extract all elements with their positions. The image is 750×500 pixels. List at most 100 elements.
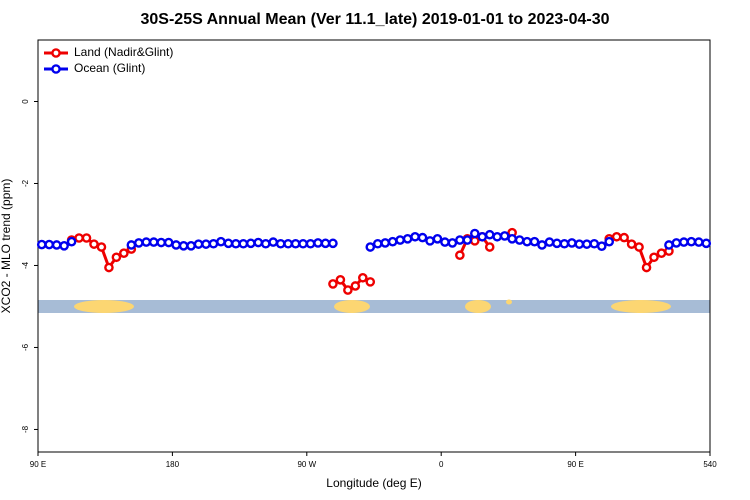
point <box>156 237 166 248</box>
point <box>380 238 391 248</box>
point <box>529 236 540 247</box>
point <box>589 238 600 249</box>
point <box>619 232 629 243</box>
point <box>81 233 92 243</box>
point <box>268 237 279 247</box>
point <box>656 248 667 258</box>
point <box>626 239 637 249</box>
point <box>649 252 659 263</box>
point <box>574 239 585 249</box>
y-tick-label: -6 <box>21 343 30 351</box>
point <box>372 238 383 249</box>
point <box>178 240 189 251</box>
point <box>440 237 450 247</box>
point <box>455 250 465 261</box>
point <box>395 235 405 245</box>
point <box>141 237 152 247</box>
point <box>469 228 480 239</box>
point <box>417 232 428 243</box>
point <box>455 235 465 245</box>
ocean-strip <box>38 300 710 313</box>
point <box>126 240 137 250</box>
chart-title: 30S-25S Annual Mean (Ver 11.1_late) 2019… <box>141 11 610 28</box>
point <box>514 235 525 245</box>
point <box>671 238 682 248</box>
point <box>634 242 644 252</box>
point <box>260 238 271 249</box>
point <box>559 238 570 249</box>
point <box>298 238 308 249</box>
point <box>343 285 353 295</box>
point <box>66 236 77 247</box>
point <box>469 236 480 246</box>
point <box>320 238 331 249</box>
y-axis-label: XCO2 - MLO trend (ppm) <box>0 179 13 314</box>
land-patch <box>465 300 491 313</box>
point <box>238 238 249 249</box>
point <box>216 236 226 247</box>
point <box>328 238 338 249</box>
point <box>402 234 413 244</box>
point <box>701 238 712 249</box>
point <box>171 240 181 250</box>
point <box>193 239 204 249</box>
point <box>253 237 264 248</box>
point <box>74 233 84 243</box>
point <box>462 235 473 245</box>
x-tick-label: 90 W <box>297 460 316 469</box>
point <box>328 279 338 289</box>
point <box>208 238 219 249</box>
point <box>350 281 361 291</box>
point <box>163 237 174 248</box>
point <box>335 275 346 285</box>
point <box>582 239 592 249</box>
point <box>51 240 62 250</box>
land-patch <box>506 299 512 305</box>
point <box>148 237 159 247</box>
point <box>641 262 652 273</box>
point <box>186 240 196 251</box>
point <box>111 252 122 263</box>
point <box>694 237 704 247</box>
point <box>686 236 697 247</box>
point <box>567 238 577 248</box>
point <box>425 236 435 246</box>
legend-label: Land (Nadir&Glint) <box>74 45 173 59</box>
point <box>410 231 420 242</box>
x-axis-label: Longitude (deg E) <box>326 476 421 490</box>
point <box>522 236 532 247</box>
point <box>290 238 301 249</box>
point <box>89 239 99 249</box>
point <box>679 237 689 247</box>
x-tick-label: 90 E <box>567 460 583 469</box>
point <box>305 238 316 249</box>
point <box>245 238 256 249</box>
land-patch <box>611 300 671 313</box>
y-tick-label: -4 <box>21 261 30 269</box>
point <box>604 236 615 247</box>
point <box>36 239 47 250</box>
point <box>201 239 211 249</box>
x-tick-label: 180 <box>166 460 180 469</box>
x-tick-label: 540 <box>703 460 717 469</box>
y-tick-label: 0 <box>21 99 30 104</box>
point <box>96 242 107 252</box>
point <box>537 240 547 250</box>
point <box>313 238 323 248</box>
point <box>447 238 458 248</box>
point <box>119 248 129 258</box>
point <box>432 234 443 244</box>
land-ocean-strip <box>38 299 710 313</box>
point <box>133 238 144 248</box>
point <box>484 229 495 240</box>
point <box>231 238 241 249</box>
point <box>365 242 376 252</box>
point <box>664 240 674 250</box>
point <box>275 238 286 249</box>
point <box>611 231 622 242</box>
point <box>596 241 607 252</box>
point <box>44 239 55 250</box>
point <box>507 234 517 244</box>
point <box>283 238 293 249</box>
point <box>492 231 503 242</box>
